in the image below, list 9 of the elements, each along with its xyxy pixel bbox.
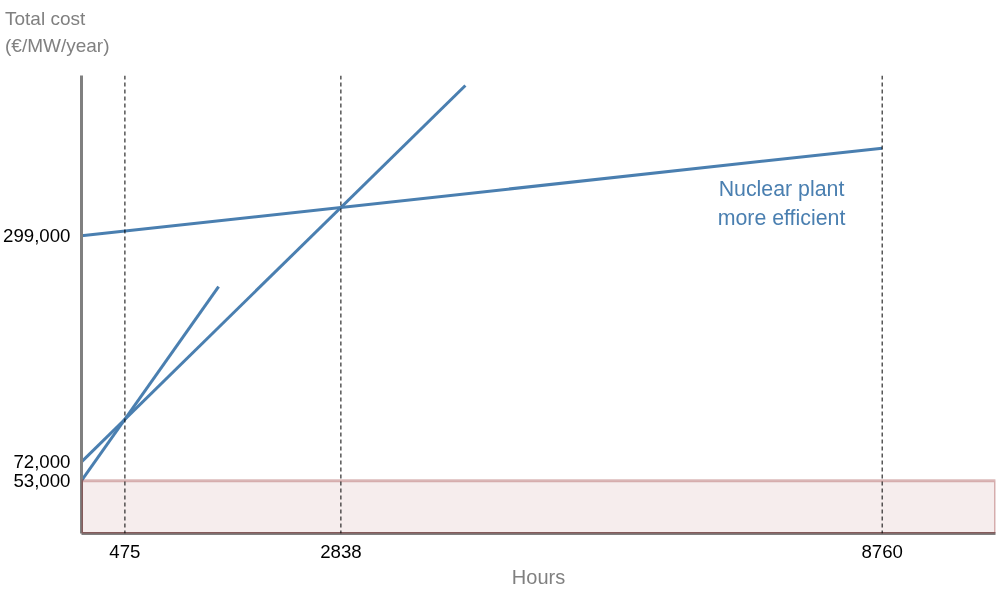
y-tick-label: 299,000 [3, 225, 71, 247]
x-tick-label: 475 [109, 540, 141, 562]
annotation: Nuclear plant more efficient [717, 177, 846, 230]
x-axis-title: Hours [511, 565, 566, 588]
x-tick-label: 2838 [320, 540, 362, 562]
y-tick-label: 53,000 [13, 470, 71, 492]
y-tick-label: 72,000 [13, 451, 71, 473]
x-tick-label: 8760 [861, 540, 903, 562]
y-axis-title: Total cost (€/MW/year) [5, 7, 111, 59]
